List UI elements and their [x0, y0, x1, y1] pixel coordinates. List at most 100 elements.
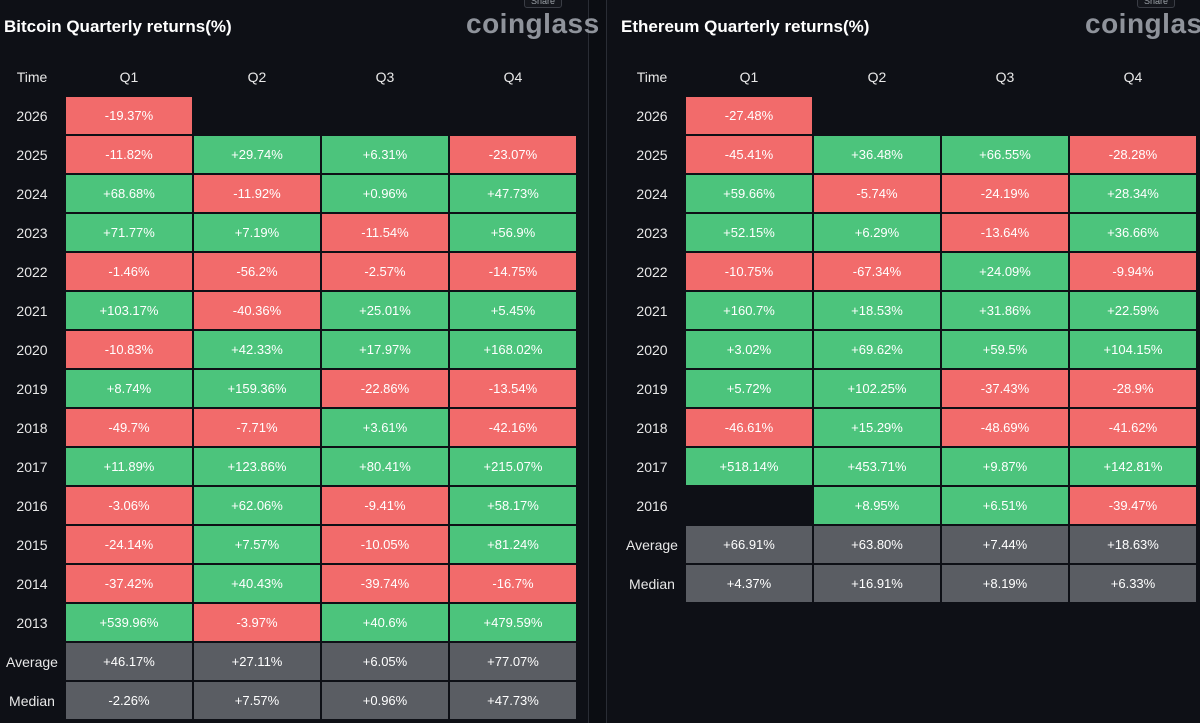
return-cell[interactable]: +42.33% — [194, 331, 320, 368]
return-cell[interactable]: +36.48% — [814, 136, 940, 173]
return-cell[interactable]: -2.57% — [322, 253, 448, 290]
return-cell[interactable]: -13.64% — [942, 214, 1068, 251]
return-cell[interactable]: -16.7% — [450, 565, 576, 602]
return-cell[interactable]: -11.82% — [66, 136, 192, 173]
return-cell[interactable]: -39.47% — [1070, 487, 1196, 524]
return-cell[interactable]: +3.61% — [322, 409, 448, 446]
return-cell[interactable]: +11.89% — [66, 448, 192, 485]
return-cell[interactable]: -49.7% — [66, 409, 192, 446]
return-cell[interactable]: +104.15% — [1070, 331, 1196, 368]
summary-value-cell[interactable]: +47.73% — [450, 682, 576, 719]
return-cell[interactable]: +24.09% — [942, 253, 1068, 290]
summary-value-cell[interactable]: +46.17% — [66, 643, 192, 680]
return-cell[interactable]: -45.41% — [686, 136, 812, 173]
return-cell[interactable]: +40.43% — [194, 565, 320, 602]
return-cell[interactable]: -39.74% — [322, 565, 448, 602]
return-cell[interactable]: +479.59% — [450, 604, 576, 641]
summary-value-cell[interactable]: +66.91% — [686, 526, 812, 563]
share-button[interactable]: Share — [524, 0, 563, 8]
summary-value-cell[interactable]: +18.63% — [1070, 526, 1196, 563]
return-cell[interactable]: -11.54% — [322, 214, 448, 251]
summary-value-cell[interactable]: +0.96% — [322, 682, 448, 719]
return-cell[interactable]: -42.16% — [450, 409, 576, 446]
return-cell[interactable]: +6.31% — [322, 136, 448, 173]
return-cell[interactable]: +29.74% — [194, 136, 320, 173]
summary-value-cell[interactable]: +6.33% — [1070, 565, 1196, 602]
return-cell[interactable]: +31.86% — [942, 292, 1068, 329]
return-cell[interactable]: +52.15% — [686, 214, 812, 251]
return-cell[interactable]: -46.61% — [686, 409, 812, 446]
return-cell[interactable]: +22.59% — [1070, 292, 1196, 329]
return-cell[interactable]: +81.24% — [450, 526, 576, 563]
return-cell[interactable]: +0.96% — [322, 175, 448, 212]
summary-value-cell[interactable]: +63.80% — [814, 526, 940, 563]
return-cell[interactable]: -48.69% — [942, 409, 1068, 446]
return-cell[interactable]: -41.62% — [1070, 409, 1196, 446]
return-cell[interactable]: -9.94% — [1070, 253, 1196, 290]
return-cell[interactable]: -3.06% — [66, 487, 192, 524]
return-cell[interactable]: +5.72% — [686, 370, 812, 407]
summary-value-cell[interactable]: +6.05% — [322, 643, 448, 680]
return-cell[interactable]: -19.37% — [66, 97, 192, 134]
return-cell[interactable]: -11.92% — [194, 175, 320, 212]
return-cell[interactable]: -28.28% — [1070, 136, 1196, 173]
summary-value-cell[interactable]: +27.11% — [194, 643, 320, 680]
return-cell[interactable]: +28.34% — [1070, 175, 1196, 212]
return-cell[interactable]: -27.48% — [686, 97, 812, 134]
return-cell[interactable]: +160.7% — [686, 292, 812, 329]
return-cell[interactable]: +59.66% — [686, 175, 812, 212]
return-cell[interactable]: -5.74% — [814, 175, 940, 212]
return-cell[interactable]: -3.97% — [194, 604, 320, 641]
return-cell[interactable]: +6.29% — [814, 214, 940, 251]
return-cell[interactable]: +102.25% — [814, 370, 940, 407]
return-cell[interactable]: -10.75% — [686, 253, 812, 290]
return-cell[interactable]: +36.66% — [1070, 214, 1196, 251]
return-cell[interactable]: +71.77% — [66, 214, 192, 251]
return-cell[interactable]: +66.55% — [942, 136, 1068, 173]
return-cell[interactable]: +159.36% — [194, 370, 320, 407]
return-cell[interactable]: +539.96% — [66, 604, 192, 641]
return-cell[interactable]: +56.9% — [450, 214, 576, 251]
return-cell[interactable]: +59.5% — [942, 331, 1068, 368]
return-cell[interactable]: -37.42% — [66, 565, 192, 602]
summary-value-cell[interactable]: +8.19% — [942, 565, 1068, 602]
summary-value-cell[interactable]: -2.26% — [66, 682, 192, 719]
return-cell[interactable]: +3.02% — [686, 331, 812, 368]
return-cell[interactable]: +40.6% — [322, 604, 448, 641]
return-cell[interactable]: -10.83% — [66, 331, 192, 368]
return-cell[interactable]: +69.62% — [814, 331, 940, 368]
return-cell[interactable]: -67.34% — [814, 253, 940, 290]
return-cell[interactable]: -13.54% — [450, 370, 576, 407]
return-cell[interactable]: +7.57% — [194, 526, 320, 563]
return-cell[interactable]: +7.19% — [194, 214, 320, 251]
share-button[interactable]: Share — [1137, 0, 1176, 8]
return-cell[interactable]: +215.07% — [450, 448, 576, 485]
return-cell[interactable]: +168.02% — [450, 331, 576, 368]
return-cell[interactable]: +123.86% — [194, 448, 320, 485]
return-cell[interactable]: -14.75% — [450, 253, 576, 290]
return-cell[interactable]: +18.53% — [814, 292, 940, 329]
return-cell[interactable]: -24.19% — [942, 175, 1068, 212]
return-cell[interactable]: -22.86% — [322, 370, 448, 407]
return-cell[interactable]: +17.97% — [322, 331, 448, 368]
return-cell[interactable]: +25.01% — [322, 292, 448, 329]
return-cell[interactable]: -28.9% — [1070, 370, 1196, 407]
return-cell[interactable]: +47.73% — [450, 175, 576, 212]
summary-value-cell[interactable]: +4.37% — [686, 565, 812, 602]
return-cell[interactable]: +142.81% — [1070, 448, 1196, 485]
return-cell[interactable]: -7.71% — [194, 409, 320, 446]
return-cell[interactable]: -9.41% — [322, 487, 448, 524]
return-cell[interactable]: -24.14% — [66, 526, 192, 563]
return-cell[interactable]: -1.46% — [66, 253, 192, 290]
return-cell[interactable]: +62.06% — [194, 487, 320, 524]
summary-value-cell[interactable]: +7.57% — [194, 682, 320, 719]
return-cell[interactable]: +68.68% — [66, 175, 192, 212]
return-cell[interactable]: +58.17% — [450, 487, 576, 524]
return-cell[interactable]: +80.41% — [322, 448, 448, 485]
return-cell[interactable]: +15.29% — [814, 409, 940, 446]
return-cell[interactable]: +6.51% — [942, 487, 1068, 524]
return-cell[interactable]: -23.07% — [450, 136, 576, 173]
return-cell[interactable]: +453.71% — [814, 448, 940, 485]
return-cell[interactable]: +9.87% — [942, 448, 1068, 485]
return-cell[interactable]: -40.36% — [194, 292, 320, 329]
